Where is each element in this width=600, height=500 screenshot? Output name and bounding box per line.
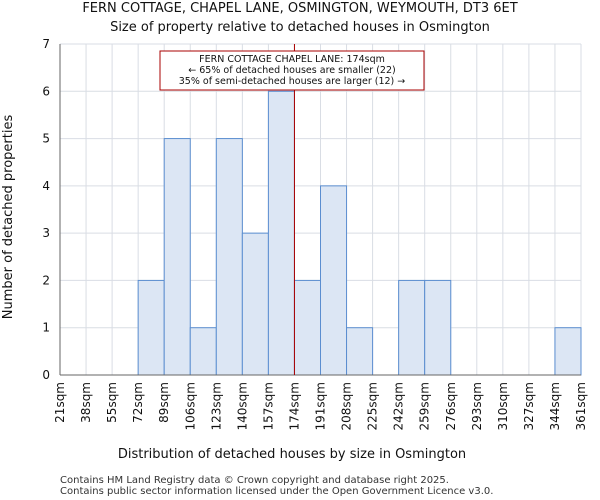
x-tick-label: 38sqm — [79, 382, 93, 423]
y-tick-label: 2 — [42, 273, 50, 287]
bar — [424, 279, 452, 376]
bar — [163, 138, 191, 376]
footer-line-1: Contains HM Land Registry data © Crown c… — [60, 475, 449, 486]
annotation-line-2: ← 65% of detached houses are smaller (22… — [188, 65, 395, 76]
bar — [346, 327, 374, 376]
x-tick-label: 276sqm — [444, 382, 458, 430]
x-tick-label: 140sqm — [235, 382, 249, 430]
annotation-line-1: FERN COTTAGE CHAPEL LANE: 174sqm — [199, 54, 385, 65]
bar — [398, 279, 426, 376]
chart-title: FERN COTTAGE, CHAPEL LANE, OSMINGTON, WE… — [82, 1, 517, 16]
x-tick-label: 344sqm — [548, 382, 562, 430]
y-tick-label: 6 — [42, 84, 50, 98]
x-tick-label: 225sqm — [366, 382, 380, 430]
x-tick-label: 174sqm — [287, 382, 301, 430]
chart-subtitle: Size of property relative to detached ho… — [110, 20, 490, 35]
x-tick-label: 310sqm — [496, 382, 510, 430]
bar — [267, 90, 295, 376]
bar — [137, 279, 165, 376]
y-tick-label: 0 — [42, 368, 50, 382]
x-tick-label: 242sqm — [392, 382, 406, 430]
bar — [215, 138, 243, 376]
x-tick-label: 21sqm — [53, 382, 67, 423]
bar — [320, 185, 348, 376]
x-tick-label: 293sqm — [470, 382, 484, 430]
bar — [189, 327, 217, 376]
bar — [293, 279, 322, 376]
bar — [241, 232, 269, 376]
y-tick-label: 3 — [42, 226, 50, 240]
bars — [137, 90, 582, 376]
x-tick-label: 106sqm — [183, 382, 197, 430]
x-tick-label: 208sqm — [340, 382, 354, 430]
y-axis-label: Number of detached properties — [1, 115, 16, 320]
x-tick-label: 72sqm — [131, 382, 145, 423]
annotation-box: FERN COTTAGE CHAPEL LANE: 174sqm ← 65% o… — [159, 50, 425, 91]
x-tick-labels: 21sqm 38sqm 55sqm 72sqm 89sqm 106sqm 123sqm 140… — [53, 382, 588, 430]
footer-line-2: Contains public sector information licen… — [60, 486, 493, 497]
x-tick-label: 191sqm — [314, 382, 328, 430]
axes — [59, 44, 581, 376]
x-tick-label: 259sqm — [418, 382, 432, 430]
x-tick-label: 157sqm — [261, 382, 275, 430]
x-tick-label: 361sqm — [574, 382, 588, 430]
x-tick-label: 55sqm — [105, 382, 119, 423]
x-axis-label: Distribution of detached houses by size … — [118, 447, 466, 462]
bar — [554, 327, 582, 376]
y-tick-label: 4 — [42, 179, 50, 193]
y-tick-label: 7 — [42, 37, 50, 51]
y-tick-labels: 0 1 2 3 4 5 6 7 — [42, 37, 50, 382]
x-tick-label: 89sqm — [157, 382, 171, 423]
annotation-line-3: 35% of semi-detached houses are larger (… — [179, 76, 406, 87]
x-tick-label: 327sqm — [522, 382, 536, 430]
x-tick-label: 123sqm — [209, 382, 223, 430]
y-tick-label: 1 — [42, 321, 50, 335]
y-tick-label: 5 — [42, 132, 50, 146]
